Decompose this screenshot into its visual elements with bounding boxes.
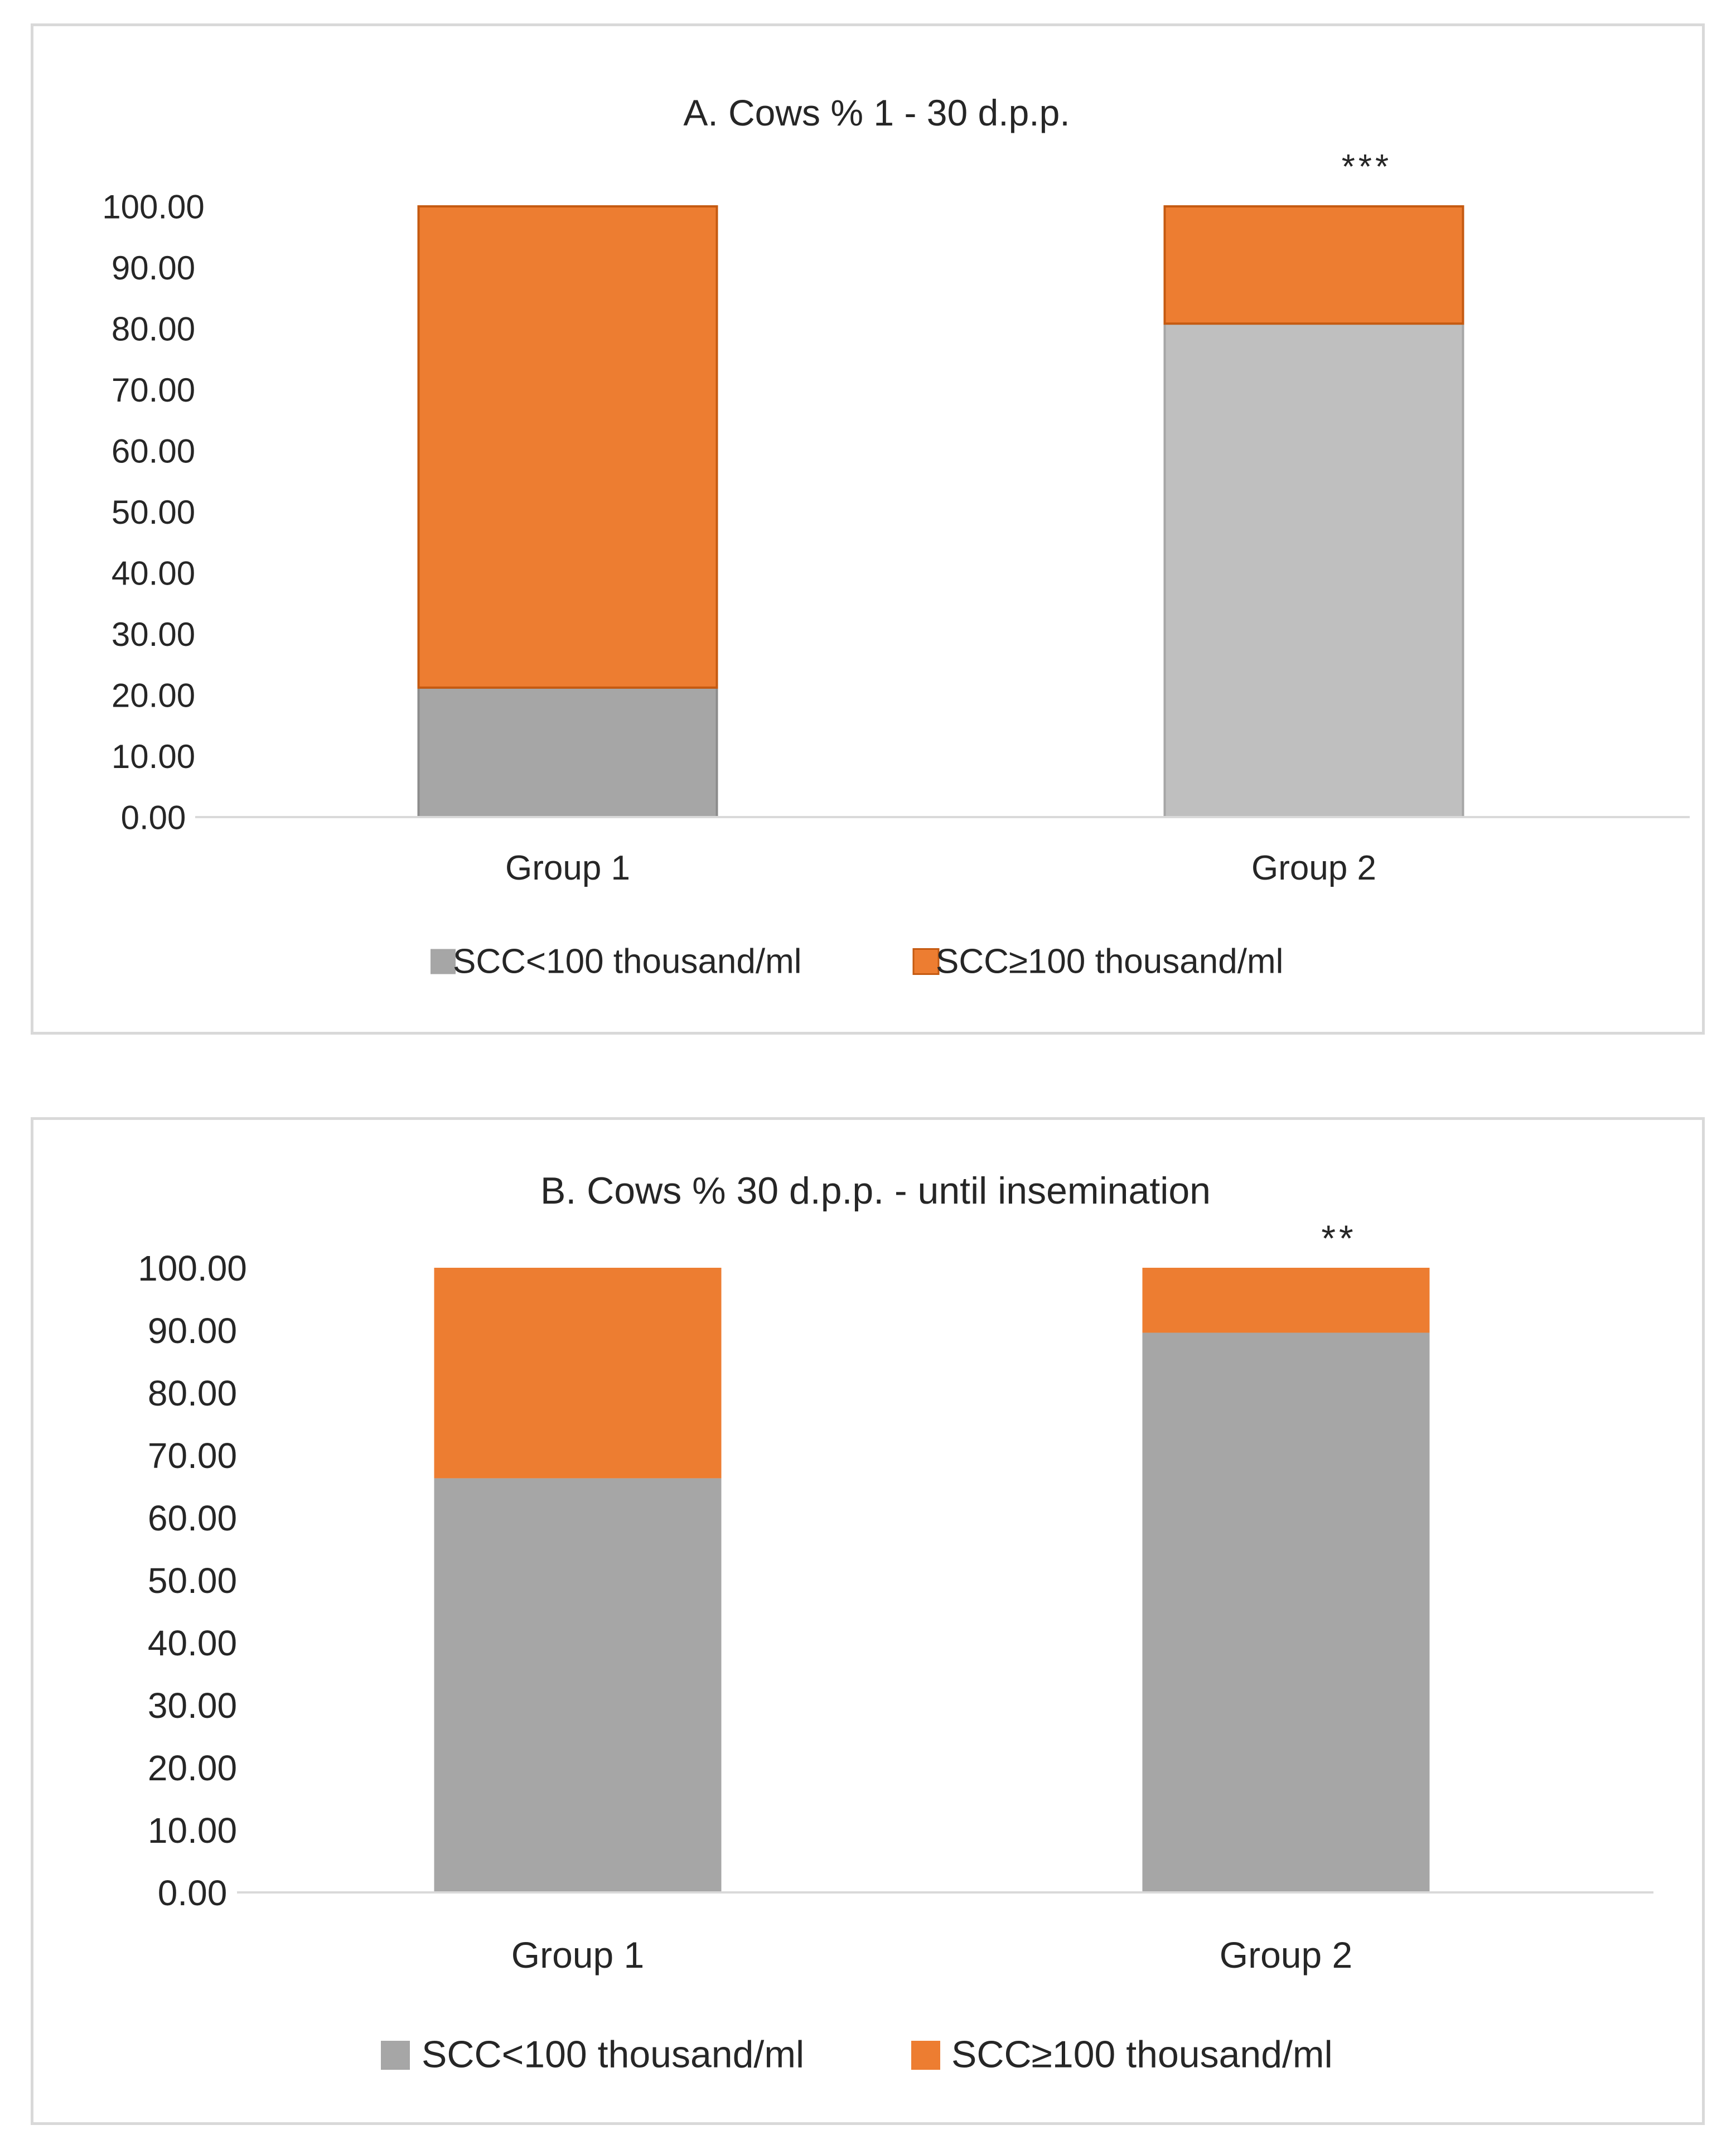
y-tick-label: 40.00 xyxy=(112,555,195,592)
x-category-label: Group 1 xyxy=(505,849,630,887)
y-tick-label: 10.00 xyxy=(148,1810,237,1851)
y-tick-label: 80.00 xyxy=(112,311,195,348)
y-tick-label: 0.00 xyxy=(121,799,186,837)
legend-label: SCC<100 thousand/ml xyxy=(422,2034,804,2076)
legend-swatch xyxy=(431,949,456,974)
chart-panel-b: B. Cows % 30 d.p.p. - until insemination… xyxy=(31,1117,1705,2125)
y-tick-label: 90.00 xyxy=(148,1311,237,1351)
chart-panel-a: A. Cows % 1 - 30 d.p.p. 0.00 10.00 20.00 30… xyxy=(31,23,1705,1035)
y-tick-label: 50.00 xyxy=(148,1561,237,1601)
chart-a: A. Cows % 1 - 30 d.p.p. 0.00 10.00 20.00 30… xyxy=(102,92,1690,981)
bar-group-1-series-2 xyxy=(417,205,718,689)
y-tick-label: 40.00 xyxy=(148,1623,237,1663)
legend-label: SCC<100 thousand/ml xyxy=(453,942,802,981)
significance-label: *** xyxy=(1342,148,1392,186)
bar-group-1-series-1 xyxy=(434,1478,722,1892)
y-tick-label: 70.00 xyxy=(112,371,195,409)
y-tick-label: 90.00 xyxy=(112,249,195,287)
x-category-label: Group 2 xyxy=(1220,1934,1352,1976)
bar-group-2-series-1 xyxy=(1142,1332,1430,1892)
y-tick-label: 30.00 xyxy=(148,1685,237,1726)
y-tick-label: 60.00 xyxy=(148,1498,237,1538)
y-tick-label: 100.00 xyxy=(102,189,205,226)
significance-label: ** xyxy=(1321,1218,1356,1259)
chart-title: B. Cows % 30 d.p.p. - until insemination xyxy=(540,1170,1211,1212)
y-tick-label: 80.00 xyxy=(148,1373,237,1413)
legend-label: SCC≥100 thousand/ml xyxy=(951,2034,1333,2076)
bar-group-1-series-2 xyxy=(434,1268,722,1479)
y-tick-label: 60.00 xyxy=(112,433,195,470)
chart-title: A. Cows % 1 - 30 d.p.p. xyxy=(683,92,1070,133)
bar-group-2-series-1 xyxy=(1163,322,1464,818)
legend-swatch xyxy=(911,2041,940,2070)
y-tick-label: 100.00 xyxy=(138,1248,247,1288)
legend-swatch xyxy=(912,948,940,975)
y-tick-label: 20.00 xyxy=(148,1748,237,1788)
bar-group-2-series-2 xyxy=(1163,205,1464,325)
y-tick-label: 10.00 xyxy=(112,738,195,775)
legend-label: SCC≥100 thousand/ml xyxy=(936,942,1283,981)
y-tick-label: 0.00 xyxy=(158,1873,228,1913)
bar-group-2-series-2 xyxy=(1142,1268,1430,1333)
y-tick-label: 70.00 xyxy=(148,1436,237,1476)
x-category-label: Group 1 xyxy=(511,1934,644,1976)
y-tick-label: 30.00 xyxy=(112,616,195,653)
legend-swatch xyxy=(381,2041,410,2070)
y-tick-label: 50.00 xyxy=(112,494,195,531)
bar-group-1-series-1 xyxy=(417,686,718,818)
x-category-label: Group 2 xyxy=(1251,849,1376,887)
y-tick-label: 20.00 xyxy=(112,677,195,714)
chart-b: B. Cows % 30 d.p.p. - until insemination… xyxy=(138,1170,1653,2076)
